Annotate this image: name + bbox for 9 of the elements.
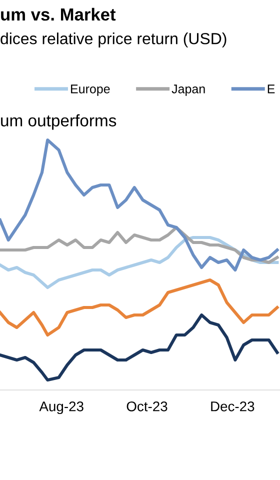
x-tick-label: Oct-23 <box>126 401 168 412</box>
legend-label: E <box>268 84 275 94</box>
chart-title: um vs. Market <box>1 8 116 21</box>
legend-label: Europe <box>71 84 110 96</box>
text: um outperforms <box>1 114 116 130</box>
chart-subtitle: dices relative price return (USD) <box>0 32 226 48</box>
x-tick-label: Dec-23 <box>211 401 254 412</box>
x-tick-label: Aug-23 <box>39 401 84 414</box>
legend-label: Japan <box>172 84 205 96</box>
